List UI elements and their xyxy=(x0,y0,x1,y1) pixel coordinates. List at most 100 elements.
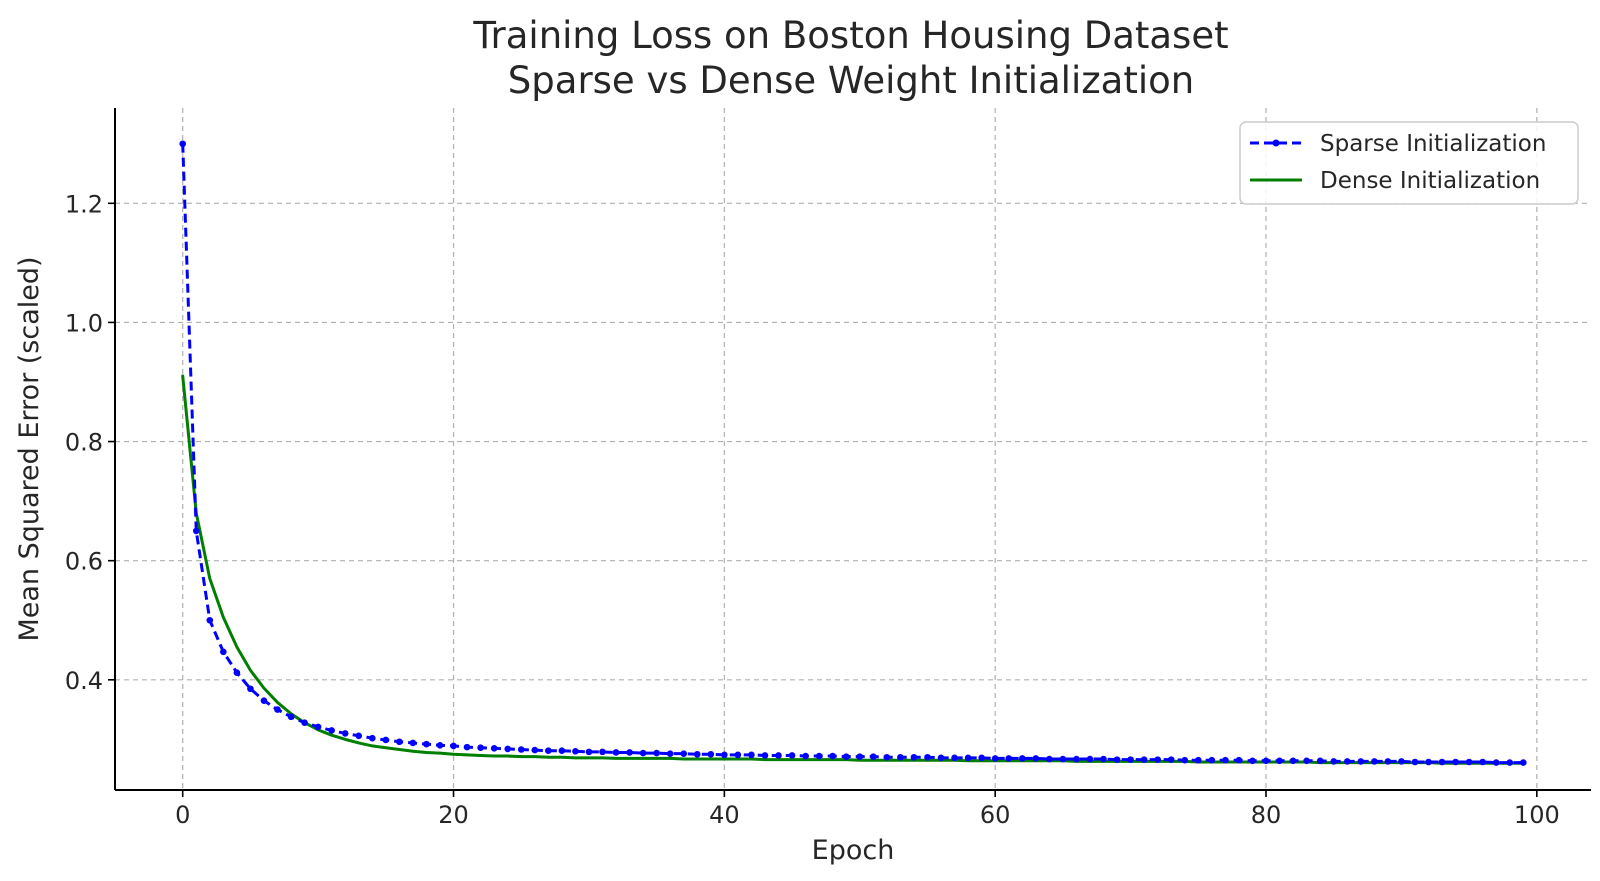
legend-label-sparse: Sparse Initialization xyxy=(1320,131,1546,157)
sparse-data-point xyxy=(1357,758,1365,765)
axes-spines xyxy=(114,108,1591,791)
sparse-data-point xyxy=(1181,756,1189,764)
y-tick-label: 1.0 xyxy=(65,309,103,337)
sparse-data-point xyxy=(1195,756,1202,764)
sparse-data-point xyxy=(477,744,484,752)
sparse-data-point xyxy=(599,748,606,756)
sparse-data-point xyxy=(517,746,525,753)
sparse-data-point xyxy=(1018,755,1026,762)
sparse-data-point xyxy=(1167,756,1175,763)
sparse-data-point xyxy=(693,750,701,758)
sparse-data-point xyxy=(815,752,823,760)
sparse-data-point xyxy=(856,753,864,760)
sparse-data-point xyxy=(247,685,254,693)
sparse-data-point xyxy=(748,751,755,759)
sparse-data-point xyxy=(707,750,715,758)
sparse-data-point xyxy=(1032,755,1040,762)
sparse-data-point xyxy=(842,753,850,760)
x-tick-label: 80 xyxy=(1251,801,1282,829)
x-tick-label: 20 xyxy=(438,801,469,829)
sparse-data-point xyxy=(396,738,403,746)
sparse-data-point xyxy=(721,751,728,759)
sparse-data-point xyxy=(1222,756,1229,764)
sparse-data-point xyxy=(1127,756,1134,763)
sparse-data-point xyxy=(1384,758,1392,765)
sparse-data-point xyxy=(1073,755,1080,763)
sparse-data-point xyxy=(423,740,430,748)
sparse-data-point xyxy=(870,753,877,760)
dense-series-line xyxy=(181,374,1525,765)
sparse-data-point xyxy=(1005,755,1013,762)
sparse-data-point xyxy=(1411,758,1419,766)
sparse-data-point xyxy=(1249,757,1256,765)
y-tick-label: 0.6 xyxy=(65,548,103,576)
ticks: 0 20 40 60 80 100 0.4 0.6 0.8 1.0 1.2 xyxy=(65,190,1560,829)
sparse-data-point xyxy=(978,754,985,762)
sparse-data-point xyxy=(260,697,268,704)
sparse-data-point xyxy=(775,752,782,759)
sparse-data-point xyxy=(788,752,796,759)
sparse-data-point xyxy=(206,616,214,624)
sparse-data-point xyxy=(1438,758,1446,766)
sparse-data-point xyxy=(572,747,579,755)
sparse-data-point xyxy=(639,749,647,757)
sparse-data-point xyxy=(382,736,390,744)
y-tick-label: 1.2 xyxy=(65,190,103,218)
sparse-data-point xyxy=(504,745,511,753)
sparse-data-point xyxy=(1140,756,1148,763)
sparse-data-point xyxy=(341,730,349,737)
sparse-data-point xyxy=(463,743,471,751)
sparse-data-point xyxy=(626,749,633,756)
sparse-data-point xyxy=(1208,756,1216,764)
chart-title-line-1: Training Loss on Boston Housing Dataset xyxy=(472,14,1228,57)
y-tick-label: 0.8 xyxy=(65,429,103,457)
sparse-data-point xyxy=(910,753,918,761)
sparse-data-point xyxy=(1506,759,1514,766)
sparse-data-point xyxy=(585,748,593,756)
sparse-data-point xyxy=(1371,758,1378,765)
sparse-data-point xyxy=(1086,755,1094,763)
sparse-data-point xyxy=(328,727,335,734)
x-tick-label: 0 xyxy=(175,801,190,829)
sparse-data-point xyxy=(490,745,498,752)
sparse-data-point xyxy=(1100,755,1107,763)
sparse-data-point xyxy=(653,749,660,757)
sparse-data-point xyxy=(1046,755,1053,763)
sparse-data-point xyxy=(314,723,322,731)
sparse-data-point xyxy=(368,734,376,742)
sparse-data-point xyxy=(1330,758,1338,765)
sparse-data-point xyxy=(1519,759,1527,766)
sparse-data-point xyxy=(233,669,241,676)
sparse-data-point xyxy=(1154,756,1161,763)
sparse-data-point xyxy=(450,742,457,750)
sparse-data-point xyxy=(558,747,566,754)
sparse-data-point xyxy=(883,753,891,761)
sparse-data-point xyxy=(991,755,999,762)
sparse-series-line xyxy=(181,143,1524,765)
sparse-data-point xyxy=(1113,756,1121,763)
sparse-data-point xyxy=(355,732,363,740)
sparse-data-point xyxy=(951,754,958,762)
sparse-data-point xyxy=(1492,759,1500,766)
sparse-data-point xyxy=(1059,755,1067,763)
sparse-data-point xyxy=(1398,758,1405,765)
sparse-data-point xyxy=(436,742,444,749)
sparse-data-point xyxy=(220,648,227,656)
sparse-data-point xyxy=(1343,758,1351,765)
sparse-data-point xyxy=(531,746,539,754)
x-tick-label: 60 xyxy=(980,801,1011,829)
sparse-data-point xyxy=(545,747,552,754)
sparse-data-point xyxy=(829,752,836,760)
y-axis-label: Mean Squared Error (scaled) xyxy=(14,256,45,641)
chart-title-line-2: Sparse vs Dense Weight Initialization xyxy=(508,59,1194,102)
sparse-data-point xyxy=(1452,758,1459,766)
sparse-data-point xyxy=(192,527,200,535)
sparse-data-point xyxy=(301,719,308,726)
sparse-data-point xyxy=(287,713,295,721)
sparse-data-point xyxy=(734,751,742,759)
x-axis-label: Epoch xyxy=(812,835,895,866)
x-tick-label: 40 xyxy=(709,801,740,829)
chart-title: Training Loss on Boston Housing Dataset … xyxy=(472,14,1228,102)
sparse-data-point xyxy=(761,752,769,759)
